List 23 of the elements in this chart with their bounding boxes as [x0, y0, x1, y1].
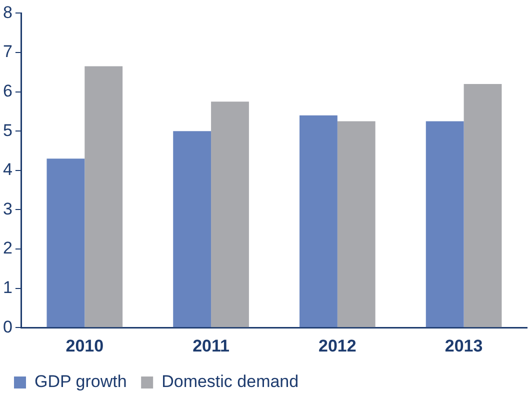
x-tick-label: 2013: [444, 336, 483, 356]
bar: [426, 121, 464, 328]
bar: [211, 102, 249, 328]
bar: [173, 131, 212, 328]
x-tick-label: 2010: [66, 336, 104, 356]
y-tick-label: 5: [2, 120, 12, 140]
bar: [46, 158, 85, 328]
bar: [464, 84, 502, 328]
legend-label: Domestic demand: [162, 372, 299, 392]
y-tick-label: 2: [2, 238, 12, 258]
y-tick-label: 0: [2, 317, 12, 336]
legend-label: GDP growth: [34, 372, 127, 392]
y-tick-label: 6: [2, 81, 12, 100]
y-tick-label: 3: [2, 199, 12, 218]
y-tick-label: 7: [2, 42, 12, 62]
bar: [84, 66, 123, 328]
y-tick-label: 8: [2, 2, 12, 22]
y-tick-label: 4: [2, 160, 12, 180]
x-tick-label: 2012: [318, 336, 356, 356]
y-tick-label: 1: [2, 278, 12, 297]
bar: [300, 115, 338, 328]
x-tick-label: 2011: [192, 336, 230, 356]
bar: [337, 121, 376, 328]
